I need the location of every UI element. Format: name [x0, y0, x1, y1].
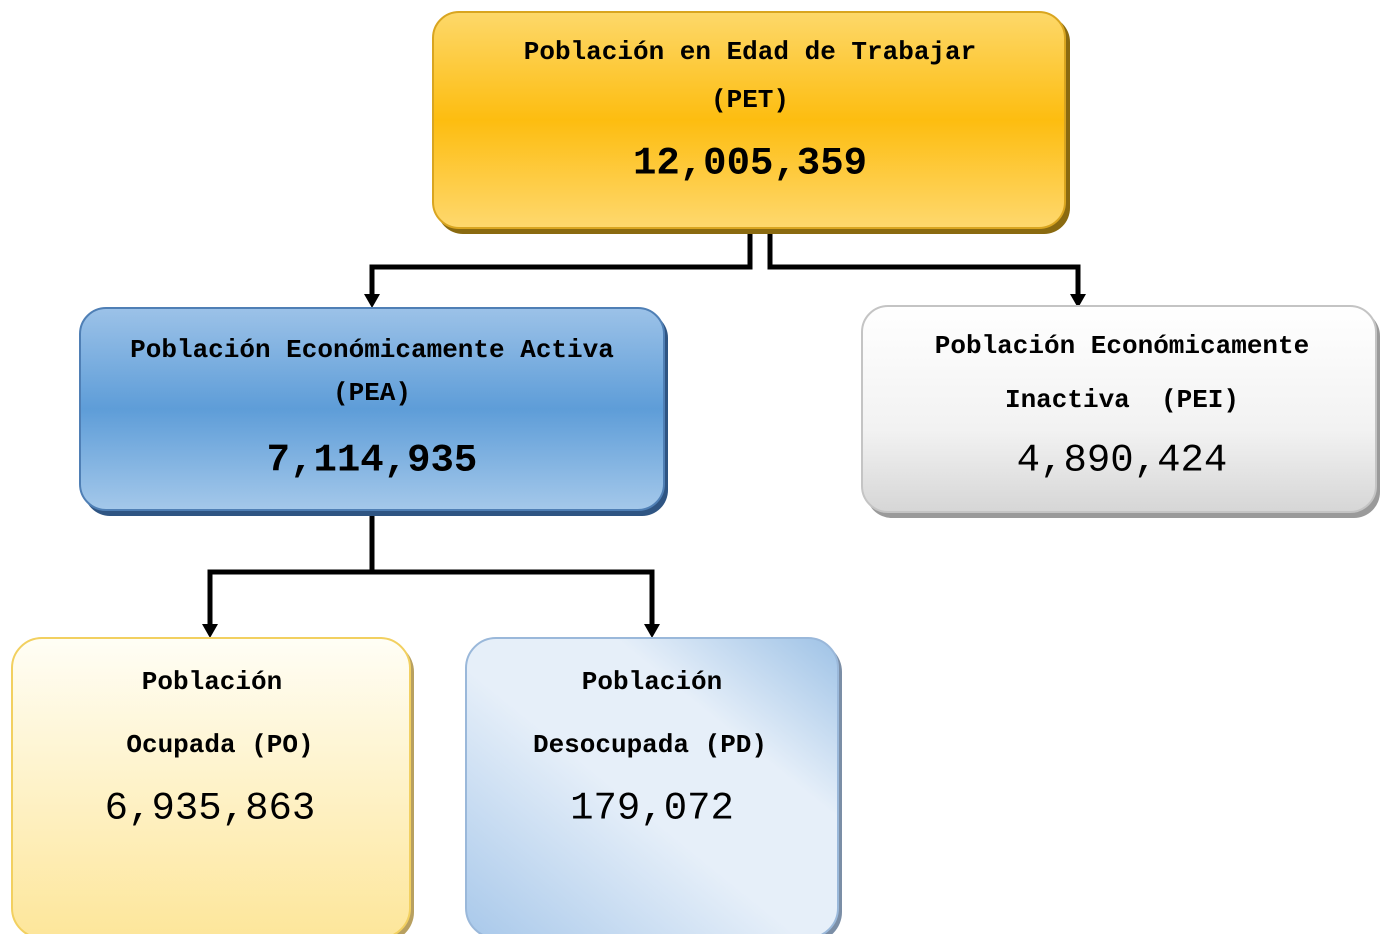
node-title: Población [142, 667, 282, 697]
node-value: 7,114,935 [267, 438, 478, 482]
node-title: (PET) [711, 85, 789, 115]
node-box [79, 307, 665, 511]
node-value: 12,005,359 [633, 141, 867, 185]
node-box [465, 637, 839, 934]
node-title: Desocupada (PD) [533, 730, 767, 760]
node-title: Ocupada (PO) [126, 730, 313, 760]
node-pet: Población en Edad de Trabajar (PET) 12,0… [432, 11, 1070, 234]
connectors [202, 226, 1086, 638]
node-box [432, 11, 1066, 229]
node-title: (PEA) [333, 378, 411, 408]
node-pd: Población Desocupada (PD) 179,072 [465, 637, 842, 934]
node-value: 4,890,424 [1017, 438, 1228, 482]
node-title: Población en Edad de Trabajar [524, 37, 976, 67]
connector [767, 226, 1081, 296]
connector [207, 510, 375, 626]
node-value: 6,935,863 [105, 786, 316, 830]
node-box [861, 305, 1377, 513]
connector [372, 569, 655, 626]
node-value: 179,072 [570, 786, 734, 830]
node-pei: Población Económicamente Inactiva (PEI) … [861, 305, 1380, 518]
node-pea: Población Económicamente Activa (PEA) 7,… [79, 307, 668, 516]
node-box [11, 637, 411, 934]
node-po: Población Ocupada (PO) 6,935,863 [11, 637, 414, 934]
node-title: Población Económicamente Activa [130, 335, 614, 365]
node-title: Población [582, 667, 722, 697]
connector [369, 226, 753, 296]
node-title: Población Económicamente [935, 331, 1309, 361]
node-title: Inactiva (PEI) [1005, 385, 1239, 415]
